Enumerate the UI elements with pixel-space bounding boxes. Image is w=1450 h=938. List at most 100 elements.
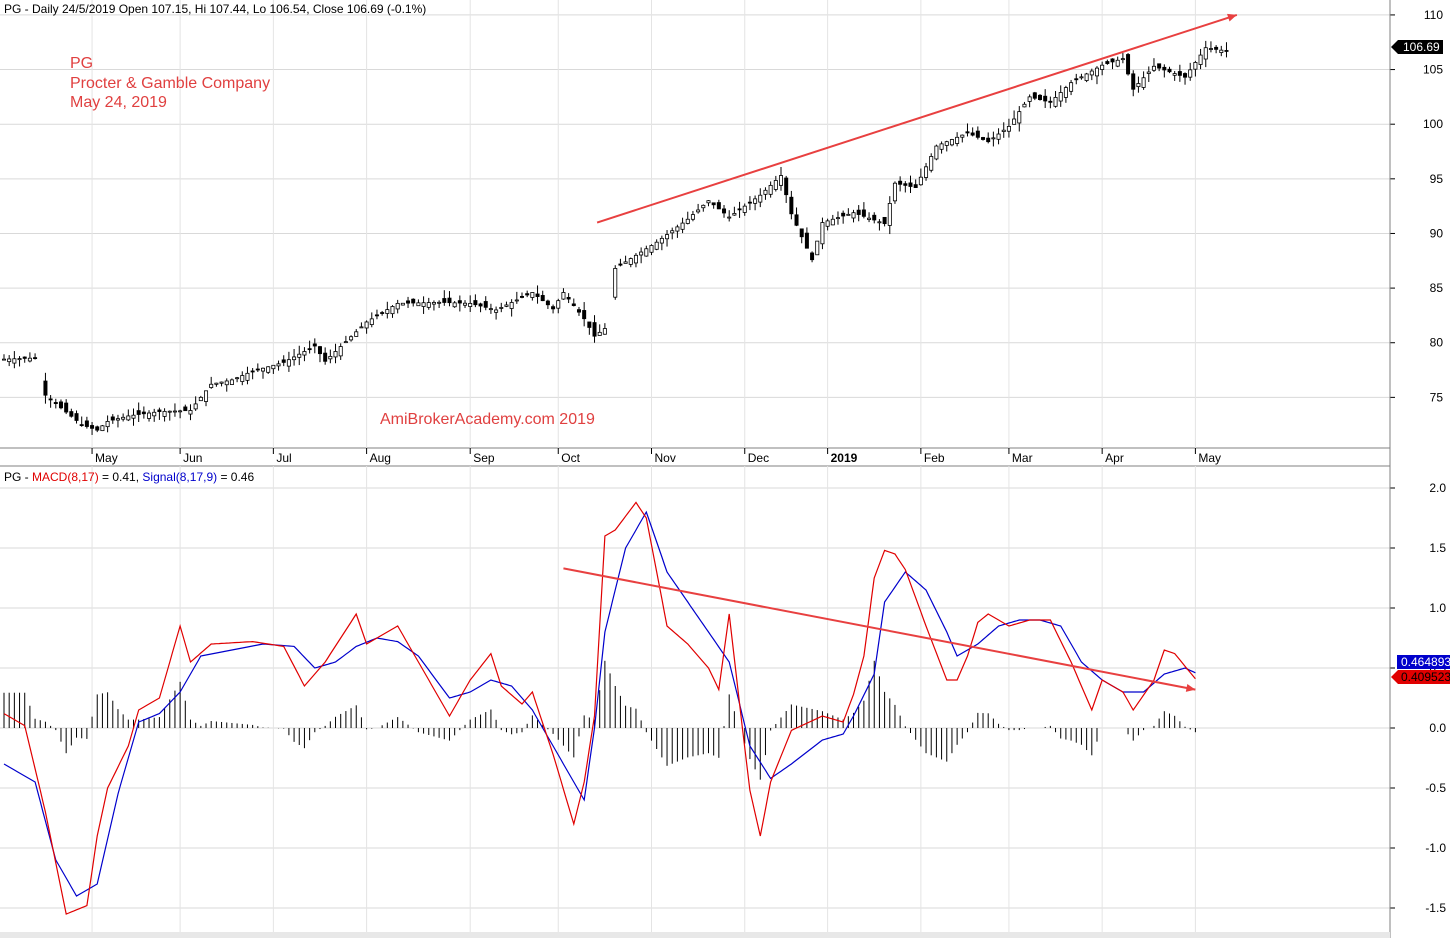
candle-body <box>530 292 535 298</box>
price-badge-shape <box>1391 40 1443 54</box>
candle-body <box>27 357 32 362</box>
candle-body <box>1131 73 1136 90</box>
candle-body <box>779 175 784 186</box>
candle-body <box>784 177 789 196</box>
candle-body <box>328 355 333 360</box>
candle-body <box>395 302 400 310</box>
candle-body <box>737 208 742 211</box>
candle-body <box>349 336 354 341</box>
candle-body <box>975 130 980 138</box>
candle-body <box>789 196 794 215</box>
candle-body <box>162 410 167 417</box>
candle-body <box>545 300 550 306</box>
candle-body <box>110 416 115 421</box>
candle-body <box>867 217 872 220</box>
candle-body <box>473 300 478 306</box>
candle-body <box>312 343 317 347</box>
candle-body <box>1094 67 1099 77</box>
candle-body <box>939 143 944 150</box>
candle-body <box>22 356 27 359</box>
candle-body <box>457 300 462 304</box>
price-tick-label: 105 <box>1423 63 1443 77</box>
candle-body <box>178 410 183 413</box>
candle-body <box>224 380 229 386</box>
price-tick-label: 85 <box>1430 281 1444 295</box>
candle-body <box>903 183 908 186</box>
candle-body <box>955 136 960 144</box>
candle-body <box>722 208 727 214</box>
candle-body <box>271 364 276 370</box>
macd-trendline-arrowhead <box>1185 683 1196 692</box>
candle-body <box>359 326 364 329</box>
price-month-label: Nov <box>655 451 676 465</box>
candle-body <box>229 379 234 385</box>
candle-body <box>48 398 53 401</box>
candle-body <box>727 216 732 219</box>
candle-body <box>613 268 618 298</box>
candle-body <box>131 414 136 419</box>
candle-body <box>209 383 214 388</box>
candle-body <box>369 318 374 325</box>
candle-body <box>732 213 737 216</box>
candle-body <box>478 303 483 307</box>
candle-body <box>561 292 566 300</box>
candle-body <box>1183 73 1188 78</box>
candle-body <box>1027 96 1032 102</box>
candle-body <box>525 293 530 296</box>
price-tick-label: 80 <box>1430 336 1444 350</box>
candle-body <box>1120 58 1125 61</box>
candle-body <box>219 381 224 384</box>
candle-body <box>934 145 939 160</box>
candle-body <box>1151 65 1156 71</box>
candle-body <box>618 263 623 266</box>
candle-body <box>147 412 152 419</box>
price-badge: 106.69 <box>1391 40 1443 54</box>
watermark: AmiBrokerAcademy.com 2019 <box>380 411 595 428</box>
candle-body <box>1100 64 1105 70</box>
candle-body <box>323 352 328 362</box>
candle-body <box>949 139 954 146</box>
candle-body <box>333 351 338 358</box>
candle-body <box>463 302 468 306</box>
macd-header-signal-value: = 0.46 <box>217 470 254 484</box>
candle-body <box>152 411 157 417</box>
candle-body <box>1032 92 1037 99</box>
candle-body <box>556 300 561 309</box>
macd-badge-shape <box>1391 670 1450 684</box>
candle-body <box>79 424 84 427</box>
candle-body <box>830 218 835 226</box>
candle-body <box>90 425 95 429</box>
candle-body <box>198 396 203 402</box>
candle-body <box>488 308 493 311</box>
candle-body <box>929 156 934 171</box>
candle-body <box>1001 129 1006 132</box>
candle-body <box>1038 94 1043 101</box>
price-tick-label: 110 <box>1424 8 1443 22</box>
candle-body <box>623 261 628 264</box>
candle-body <box>815 240 820 256</box>
candle-body <box>121 416 126 420</box>
candle-body <box>986 137 991 143</box>
macd-badge-value: 0.409523 <box>1401 670 1450 684</box>
candle-body <box>1188 69 1193 78</box>
candle-body <box>794 214 799 226</box>
candle-body <box>887 203 892 226</box>
candle-body <box>566 296 571 300</box>
candle-body <box>250 370 255 373</box>
sheet-tab-strip[interactable] <box>0 932 1390 938</box>
candle-body <box>602 328 607 335</box>
macd-tick-label: 1.0 <box>1429 601 1446 615</box>
candle-body <box>1214 46 1219 50</box>
macd-header-prefix: PG - <box>4 470 32 484</box>
candle-body <box>411 298 416 304</box>
candle-body <box>385 309 390 314</box>
price-tick-label: 90 <box>1430 226 1444 240</box>
candle-body <box>380 312 385 314</box>
candle-body <box>851 212 856 219</box>
candle-body <box>701 204 706 209</box>
candle-body <box>1089 70 1094 76</box>
candle-body <box>64 402 69 413</box>
candle-body <box>260 367 265 372</box>
candle-body <box>302 351 307 356</box>
